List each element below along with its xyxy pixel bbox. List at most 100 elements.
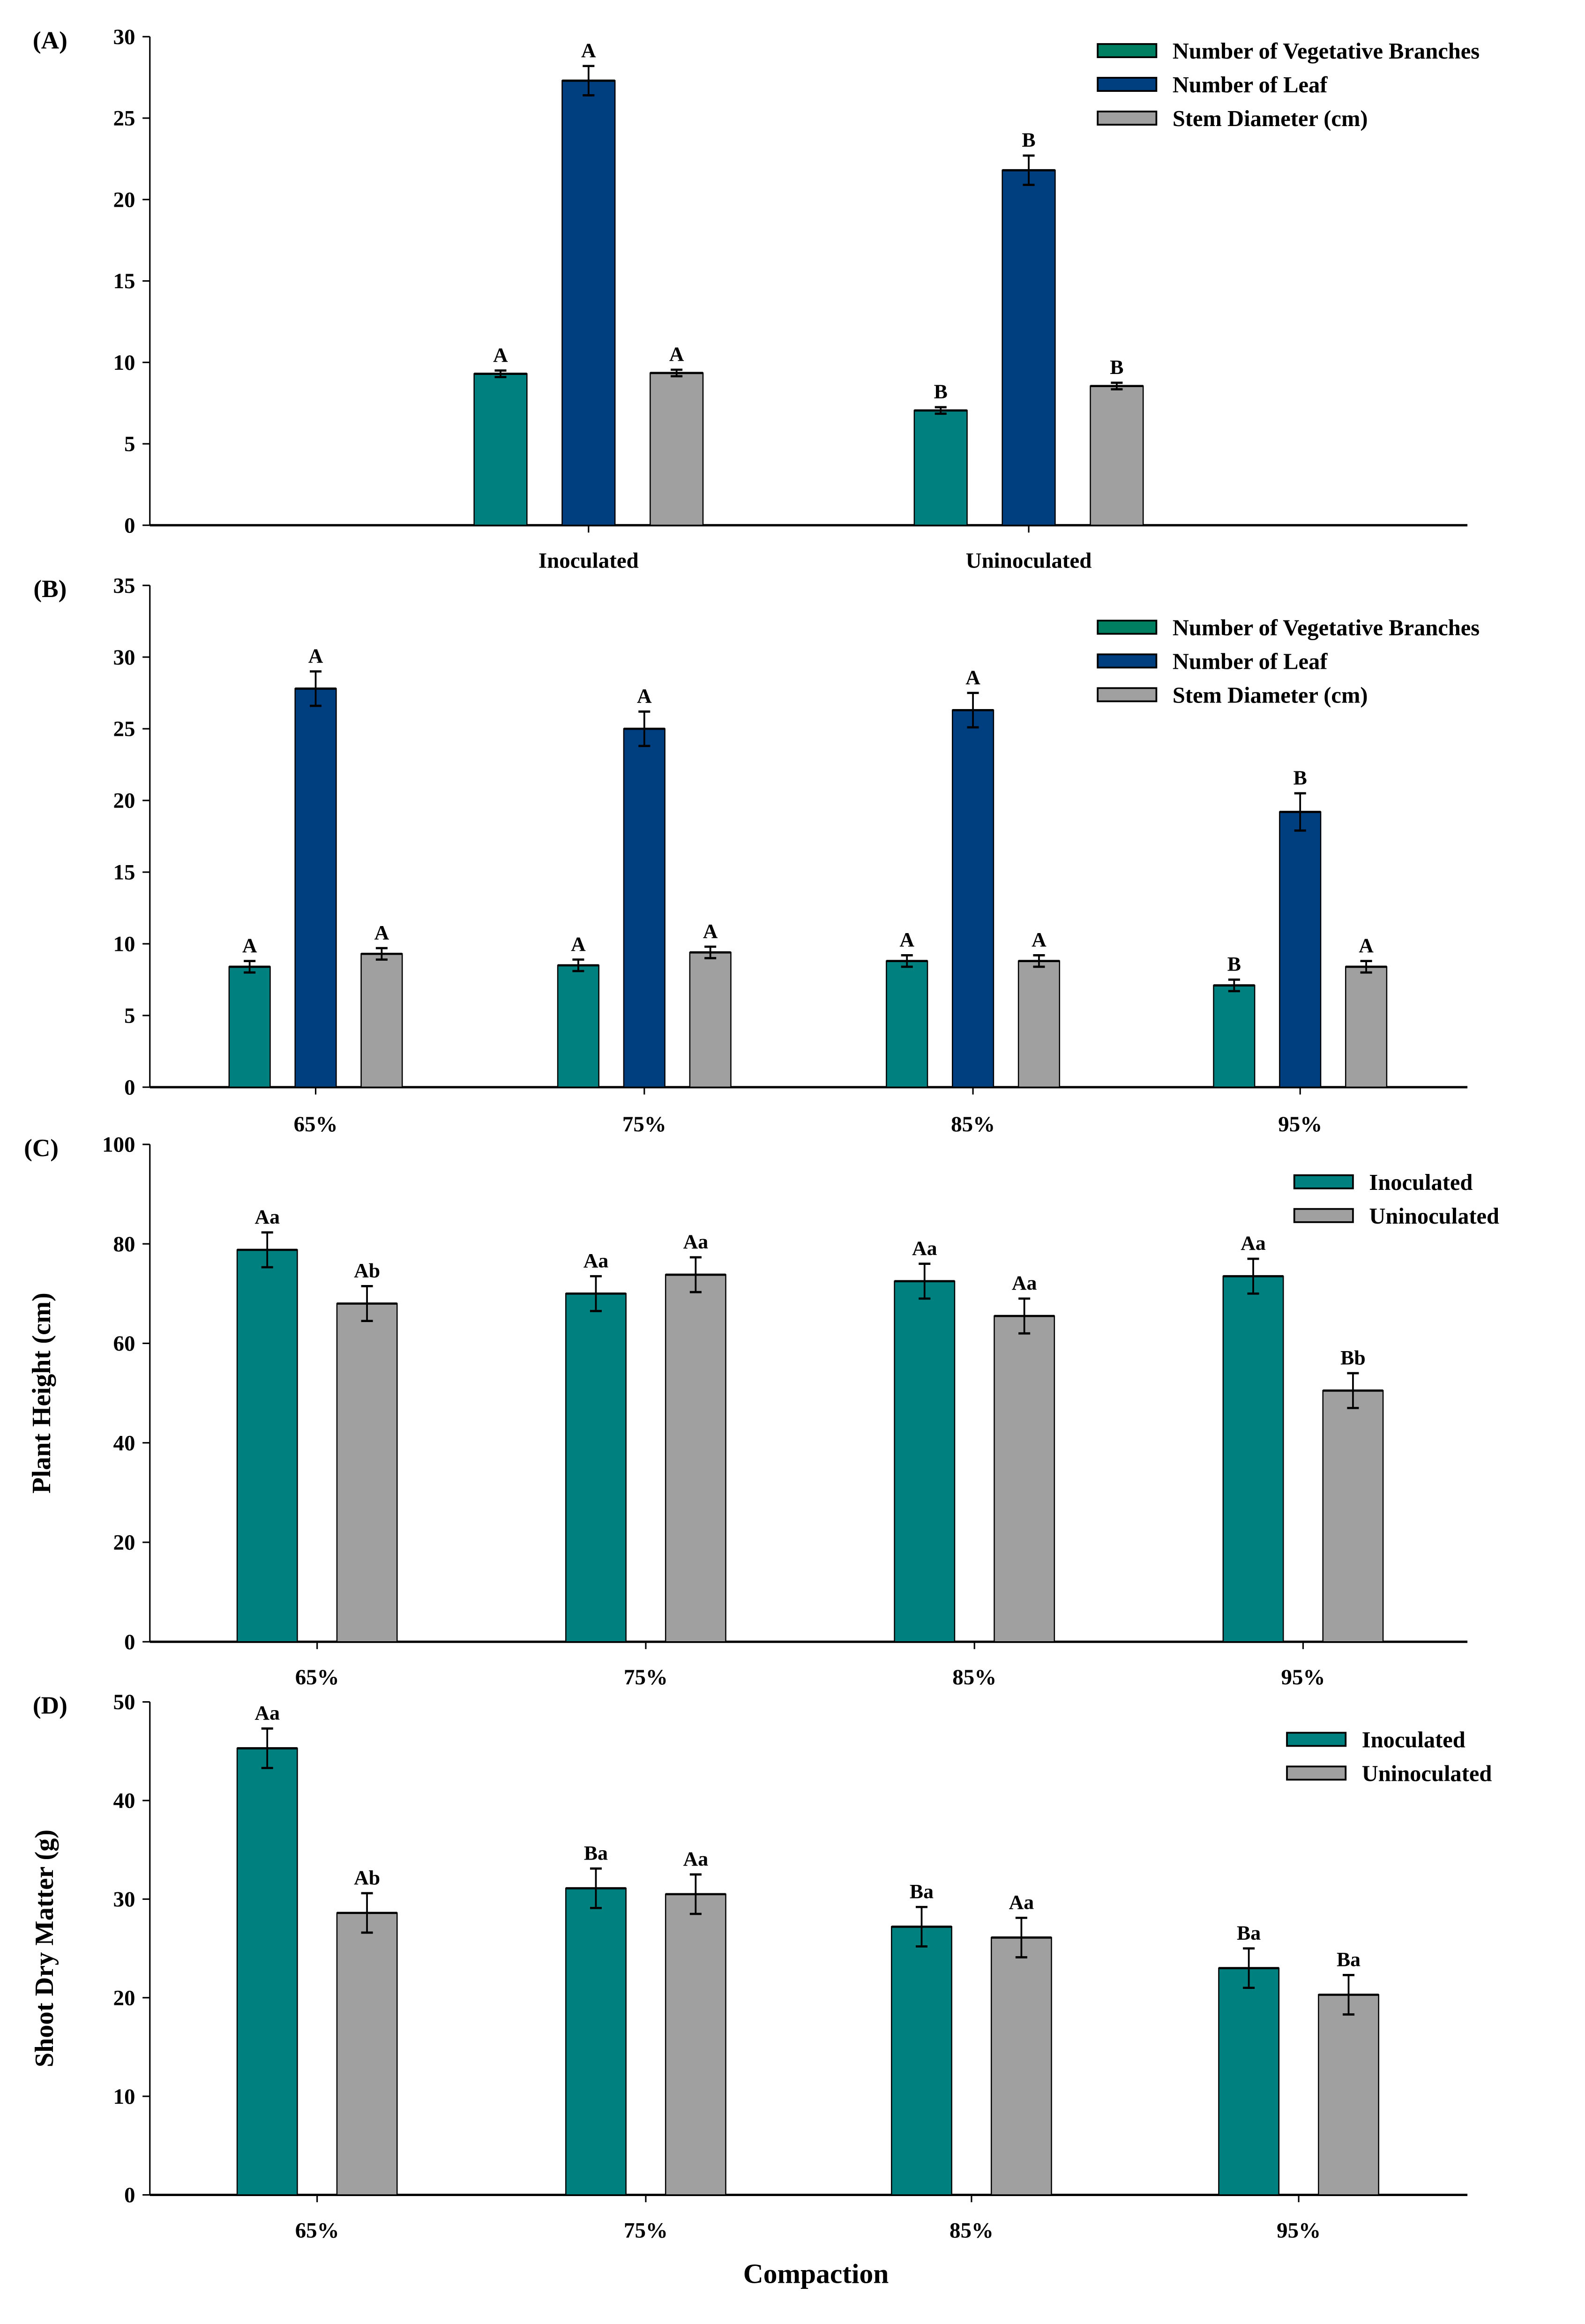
x-tick-label: 95% (1281, 1665, 1325, 1689)
legend-swatch (1097, 77, 1158, 92)
error-bar (590, 1867, 602, 1909)
legend-swatch (1097, 620, 1158, 635)
bar (1213, 985, 1256, 1088)
y-tick-label: 100 (102, 1133, 135, 1157)
significance-letter: Ba (910, 1880, 934, 1903)
legend-swatch (1097, 43, 1158, 58)
error-bar (1247, 1257, 1259, 1295)
bar (473, 373, 528, 526)
bar (1318, 1994, 1379, 2196)
y-tick-label: 25 (113, 106, 135, 131)
bar (623, 728, 665, 1088)
bar (994, 1315, 1055, 1643)
significance-letter: Aa (912, 1237, 937, 1260)
x-tick-label: 95% (1278, 1112, 1322, 1136)
error-bar (967, 692, 979, 729)
y-tick-label: 5 (124, 432, 135, 456)
x-tick-label: 85% (952, 1665, 996, 1689)
error-bar (361, 1285, 373, 1323)
y-tick-label: 20 (113, 789, 135, 813)
significance-letter: A (703, 920, 718, 942)
bar (891, 1926, 952, 2196)
x-tick-label: 75% (624, 2218, 668, 2242)
bar (1222, 1275, 1284, 1643)
panel-label: (C) (24, 1134, 59, 1162)
panel-label: (A) (33, 26, 67, 54)
significance-letter: B (1022, 129, 1035, 151)
error-bar (638, 710, 650, 747)
bar (294, 688, 337, 1088)
panel-label: (B) (33, 575, 67, 603)
error-bar (572, 958, 584, 972)
error-bar (1023, 154, 1035, 186)
x-tick-label: 95% (1277, 2218, 1321, 2242)
error-bar (1111, 381, 1123, 390)
legend-label: Stem Diameter (cm) (1173, 683, 1368, 708)
legend-label: Stem Diameter (cm) (1173, 106, 1368, 131)
x-axis-label: Compaction (743, 2258, 889, 2289)
y-tick-label: 0 (124, 1630, 135, 1654)
error-bar (671, 368, 683, 378)
x-tick-label: 65% (294, 1112, 338, 1136)
y-tick-label: 0 (124, 513, 135, 538)
error-bar (361, 1892, 373, 1934)
error-bar (1228, 979, 1240, 993)
bar (689, 952, 732, 1088)
bar (336, 1912, 398, 2196)
panel-d: (D) 0 10 20 30 40 50 65% 75% 85% 95% Aa Ba Ba Ba Inocul… (30, 1690, 1492, 2289)
error-bar (1243, 1947, 1255, 1989)
error-bar (1343, 1974, 1355, 2016)
bar (236, 1249, 298, 1643)
x-tick-label: 75% (622, 1112, 666, 1136)
y-tick-label: 50 (113, 1690, 135, 1714)
error-bar (915, 1906, 928, 1948)
error-bar (310, 670, 322, 707)
significance-letter: A (493, 344, 508, 366)
x-tick-label: Inoculated (538, 549, 639, 573)
significance-letter: A (242, 934, 257, 957)
x-tick-label: 85% (950, 2218, 994, 2242)
error-bar (590, 1275, 602, 1312)
y-tick-label: 10 (113, 351, 135, 375)
significance-letter: A (1359, 934, 1374, 957)
bar (1017, 960, 1061, 1088)
bar (951, 710, 994, 1088)
bar (665, 1893, 726, 2196)
significance-letter: Aa (1009, 1891, 1034, 1914)
bar (360, 953, 403, 1088)
y-tick-label: 20 (113, 1986, 135, 2010)
error-bar (494, 369, 507, 378)
bar (1279, 811, 1322, 1088)
bar (886, 960, 928, 1088)
significance-letter: Aa (1241, 1232, 1266, 1255)
error-bar (1294, 792, 1306, 832)
bar (1090, 385, 1144, 526)
legend-swatch (1293, 1174, 1354, 1189)
legend-label: Uninoculated (1362, 1762, 1492, 1786)
bar (650, 372, 704, 526)
y-tick-label: 0 (124, 1075, 135, 1099)
error-bar (1018, 1297, 1031, 1335)
significance-letter: A (637, 685, 652, 708)
significance-letter: Aa (683, 1848, 709, 1870)
y-tick-label: 40 (113, 1431, 135, 1455)
y-tick-label: 60 (113, 1331, 135, 1356)
y-tick-label: 10 (113, 932, 135, 957)
significance-letter: Aa (254, 1702, 280, 1725)
error-bar (689, 1256, 702, 1293)
significance-letter: A (571, 933, 586, 956)
error-bar (261, 1727, 273, 1769)
bar (1322, 1390, 1384, 1643)
bar (1218, 1967, 1280, 2196)
significance-letter: A (1032, 929, 1047, 951)
y-tick-label: 30 (113, 25, 135, 49)
y-axis-label: Plant Height (cm) (27, 1293, 56, 1494)
panel-b: (B) 0 5 10 15 20 25 30 35 65% 75% 85% 95% A A A B Number … (33, 574, 1480, 1136)
x-tick-label: 85% (951, 1112, 995, 1136)
legend-swatch (1293, 1208, 1354, 1223)
bar (557, 964, 600, 1088)
legend-swatch (1097, 653, 1158, 669)
legend-label: Inoculated (1369, 1170, 1473, 1195)
legend-swatch (1286, 1732, 1347, 1747)
error-bar (261, 1231, 273, 1269)
